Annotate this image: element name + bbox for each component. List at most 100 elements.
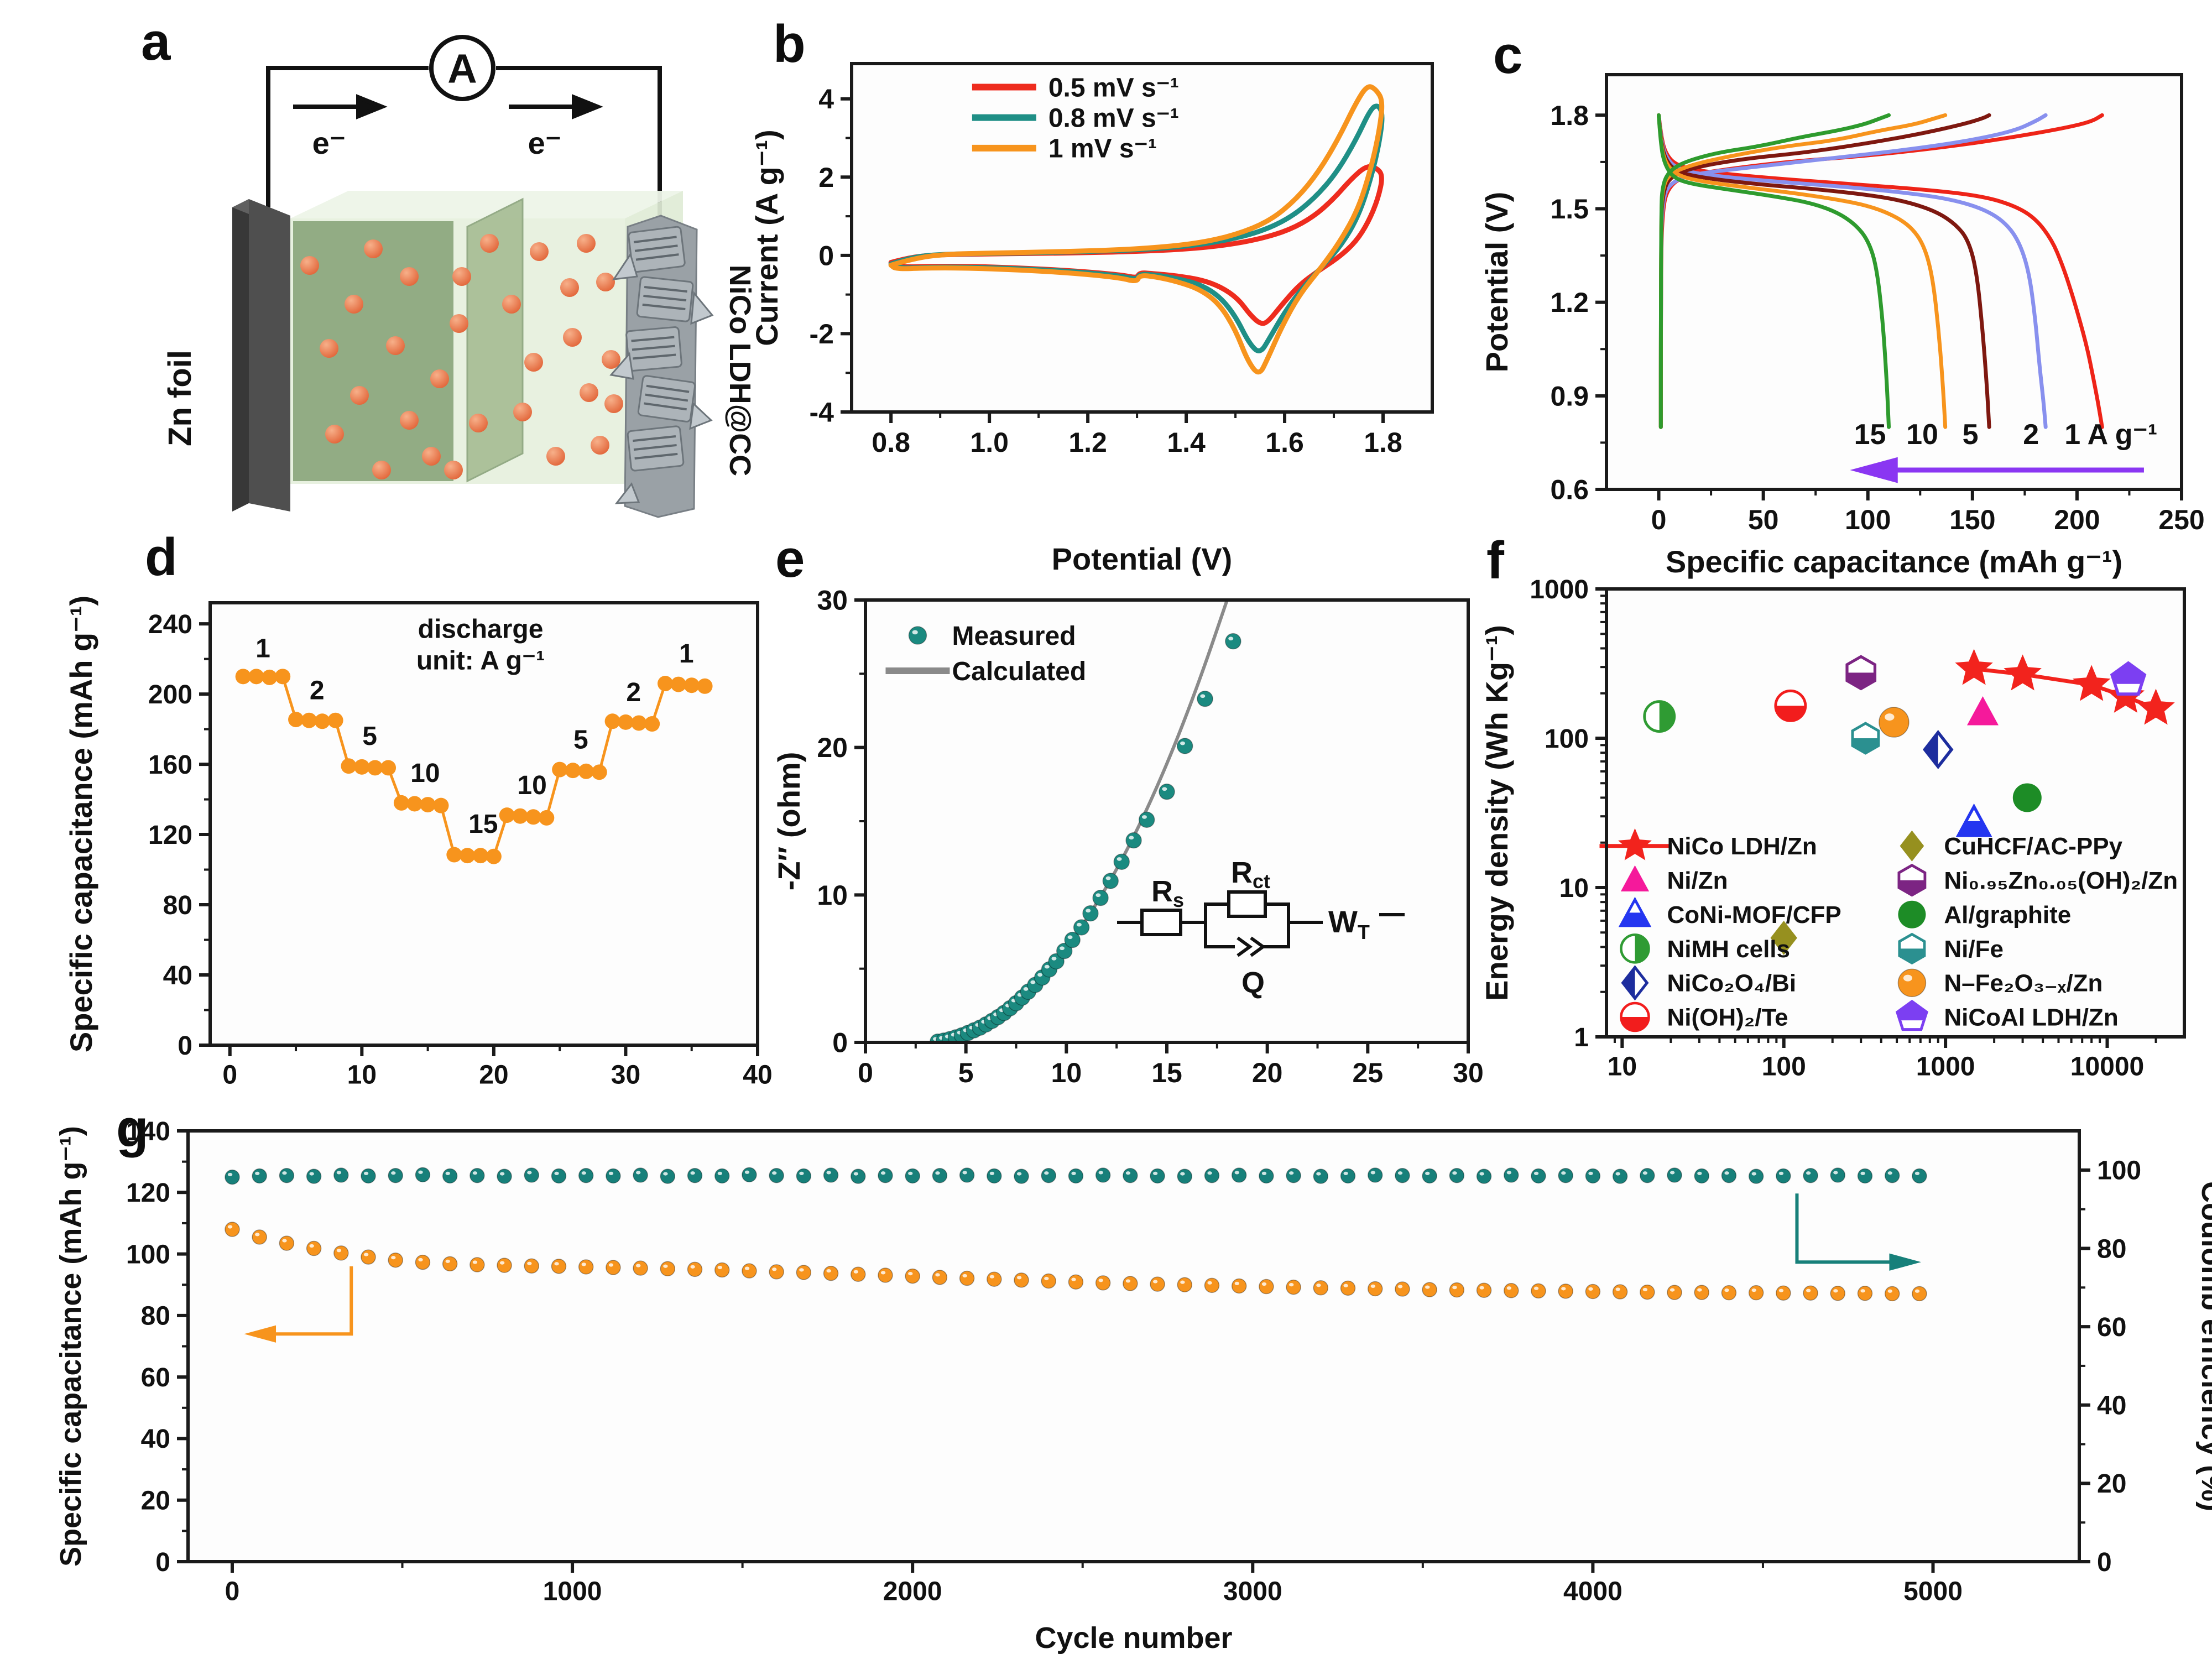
annotation: 10	[410, 759, 440, 788]
svg-text:50: 50	[1748, 504, 1779, 535]
x-axis-label: Potential (V)	[1052, 541, 1233, 576]
resistor-rct	[1227, 890, 1267, 918]
svg-text:0.8 mV s⁻¹: 0.8 mV s⁻¹	[1048, 103, 1179, 133]
svg-text:0: 0	[1651, 504, 1667, 535]
svg-text:0.5 mV s⁻¹: 0.5 mV s⁻¹	[1048, 73, 1179, 102]
svg-text:40: 40	[163, 961, 192, 990]
legend-item: 0.5 mV s⁻¹	[972, 73, 1179, 102]
legend-item: Ni(OH)₂/Te	[1620, 1001, 1788, 1032]
legend-item: Ni/Fe	[1898, 932, 2004, 965]
svg-text:1.2: 1.2	[1068, 427, 1107, 458]
electrode-label: NiCo LDH@CC	[723, 265, 757, 477]
plot-series	[930, 599, 1241, 1044]
gcd-chart: 15 10 5 2 1 A g⁻¹ 0 50 100 150 200 250 0.6 0.9 1.2 1.5…	[1479, 73, 2205, 579]
electron-right-label: e⁻	[528, 126, 562, 160]
electron-arrow-right	[509, 94, 603, 119]
nyquist-chart: MeasuredCalculated0510152025300102030Z′ …	[771, 585, 1484, 1193]
annotation: unit: A g⁻¹	[416, 646, 545, 676]
point-nimh-cells	[1643, 700, 1676, 733]
svg-text:0: 0	[858, 1057, 873, 1088]
panel-g-label: g	[116, 1099, 149, 1158]
svg-text:0: 0	[225, 1577, 240, 1606]
wt-label: WT	[1328, 904, 1370, 943]
svg-text:40: 40	[141, 1425, 170, 1454]
svg-text:1.2: 1.2	[1550, 287, 1589, 318]
svg-text:200: 200	[2054, 504, 2100, 535]
svg-text:1000: 1000	[1916, 1052, 1975, 1082]
legend-item: Ni/Zn	[1620, 865, 1728, 894]
electron-arrow-left	[293, 94, 388, 119]
svg-text:0: 0	[178, 1031, 192, 1061]
annotation: 1	[679, 639, 694, 669]
series-gcd-15-charge	[1658, 113, 1891, 429]
svg-text:1.8: 1.8	[1550, 100, 1589, 131]
legend-item: NiCoAl LDH/Zn	[1895, 999, 2119, 1031]
svg-text:-2: -2	[810, 319, 834, 349]
annotation: 15	[1854, 419, 1886, 451]
svg-text:-4: -4	[810, 397, 834, 428]
svg-text:0: 0	[818, 240, 834, 271]
point-ni095-zn005-oh2-zn	[1845, 655, 1877, 691]
svg-text:NiCoAl LDH/Zn: NiCoAl LDH/Zn	[1944, 1004, 2118, 1031]
separator	[466, 197, 524, 483]
svg-text:20: 20	[479, 1061, 508, 1090]
point-coni-mof-cfp	[1955, 803, 1992, 837]
panel-d-label: d	[145, 528, 178, 587]
legend-item: N–Fe₂O₃₋ₓ/Zn	[1897, 968, 2103, 998]
svg-text:20: 20	[817, 732, 848, 763]
legend-item: 1 mV s⁻¹	[972, 134, 1157, 164]
electron-left-label: e⁻	[312, 126, 346, 160]
y-axis-label: Energy density (Wh Kg⁻¹)	[1479, 625, 1514, 1001]
svg-text:100: 100	[2097, 1156, 2141, 1186]
resistor-rs	[1140, 909, 1182, 936]
svg-text:240: 240	[148, 610, 192, 639]
svg-text:10: 10	[347, 1061, 377, 1090]
point-nicoal-ldh-zn	[2110, 661, 2147, 696]
rs-label: Rs	[1151, 875, 1184, 911]
ammeter-icon	[429, 35, 495, 101]
svg-text:NiMH cells: NiMH cells	[1667, 936, 1790, 963]
panel-c-label: c	[1493, 25, 1523, 85]
annotation: 15	[468, 810, 498, 839]
annotation: 5	[362, 722, 377, 751]
series-gcd-10-discharge	[1657, 113, 1948, 429]
cell-schematic: A e⁻ e⁻	[162, 35, 757, 518]
svg-text:0.8: 0.8	[872, 427, 910, 458]
svg-text:20: 20	[2097, 1469, 2126, 1499]
legend-item: Measured	[908, 622, 1076, 651]
svg-text:10: 10	[1051, 1057, 1082, 1088]
annotation: 10	[1906, 419, 1938, 451]
x-axis-label: Cycle number	[1035, 1621, 1232, 1655]
legend-item: Calculated	[885, 657, 1086, 686]
plot-series	[1643, 649, 2175, 956]
svg-text:1.5: 1.5	[1550, 194, 1589, 225]
svg-text:100: 100	[1545, 724, 1589, 754]
y-axis-label: Specific capacitance (mAh g⁻¹)	[54, 1126, 87, 1567]
ammeter-label: A	[447, 46, 477, 92]
svg-text:0: 0	[832, 1027, 848, 1058]
series-efficiency	[225, 1167, 1927, 1185]
svg-text:80: 80	[2097, 1234, 2126, 1264]
legend-item: 0.8 mV s⁻¹	[972, 103, 1179, 133]
panel-f-label: f	[1486, 531, 1504, 590]
plot-series	[888, 84, 1385, 375]
annotation-arrow	[1795, 1193, 1922, 1271]
annotation-arrow	[244, 1266, 353, 1343]
svg-text:80: 80	[163, 891, 192, 920]
svg-text:Ni/Fe: Ni/Fe	[1944, 936, 2004, 963]
nico-ldh-electrode	[609, 215, 714, 518]
cv-chart: 0.5 mV s⁻¹0.8 mV s⁻¹1 mV s⁻¹ 0.8 1.0 1.2 1.4…	[749, 62, 1434, 576]
svg-text:250: 250	[2158, 504, 2204, 535]
series-cv-1p0	[888, 84, 1385, 375]
svg-text:NiCo LDH/Zn: NiCo LDH/Zn	[1667, 833, 1817, 860]
svg-text:20: 20	[141, 1486, 170, 1516]
svg-text:Al/graphite: Al/graphite	[1944, 901, 2071, 928]
svg-text:5000: 5000	[1903, 1577, 1963, 1606]
svg-text:4: 4	[818, 84, 834, 114]
svg-text:2000: 2000	[883, 1577, 942, 1606]
svg-text:100: 100	[126, 1240, 170, 1269]
svg-text:Ni/Zn: Ni/Zn	[1667, 867, 1728, 894]
svg-text:30: 30	[611, 1061, 640, 1090]
annotation: 1 A g⁻¹	[2064, 419, 2157, 451]
svg-text:150: 150	[1949, 504, 1995, 535]
